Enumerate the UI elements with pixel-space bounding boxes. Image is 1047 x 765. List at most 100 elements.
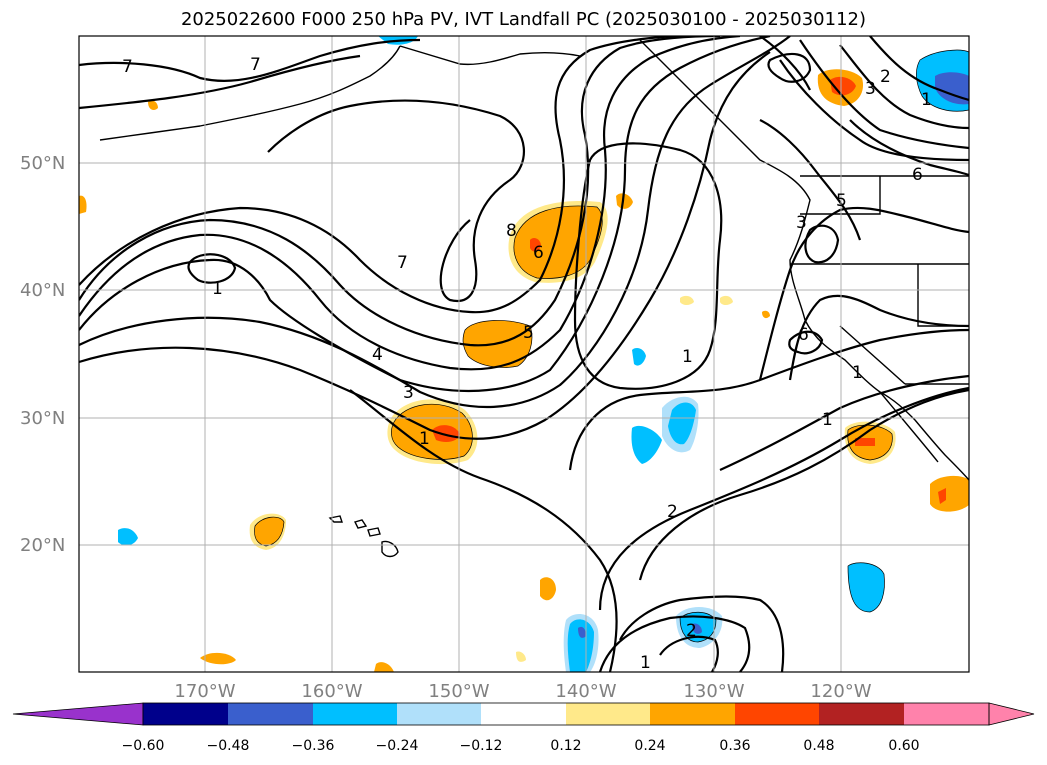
baja-coast <box>879 391 939 463</box>
colorbar-tick-label: 0.60 <box>888 738 919 754</box>
contour-label: 3 <box>865 79 876 99</box>
latitude-labels: 50°N 40°N 30°N 20°N <box>20 153 65 556</box>
anomaly-patch <box>616 193 633 209</box>
contour-label: 1 <box>852 363 863 383</box>
lat-label: 20°N <box>20 535 65 556</box>
pv-contour <box>779 59 969 162</box>
contour-label: 1 <box>822 410 833 430</box>
contour-label: 2 <box>880 67 891 87</box>
contour-label: 6 <box>798 325 809 345</box>
colorbar-segment <box>481 703 566 725</box>
gridlines <box>79 36 969 672</box>
anomaly-patch <box>692 623 702 634</box>
colorbar-tick-label: −0.24 <box>376 738 419 754</box>
bc-coast <box>639 39 811 321</box>
anomaly-patch <box>540 577 556 601</box>
anomaly-patch <box>848 562 885 612</box>
anomaly-patch <box>567 619 594 672</box>
anomaly-patch <box>855 438 875 446</box>
colorbar-extend-min <box>12 702 144 726</box>
colorbar-tick-label: −0.48 <box>207 738 250 754</box>
contour-label: 6 <box>912 165 923 185</box>
coastlines <box>99 39 969 558</box>
anomaly-patch <box>530 237 541 252</box>
lon-label: 160°W <box>301 681 362 702</box>
pv-contour <box>849 119 969 177</box>
contour-label: 1 <box>419 429 430 449</box>
pv-contour <box>349 389 618 672</box>
anomaly-patch <box>516 651 526 662</box>
contour-label: 1 <box>640 653 651 673</box>
hawaii-island <box>367 527 381 537</box>
pv-contour <box>79 54 361 110</box>
hawaii-island <box>328 515 343 523</box>
longitude-labels: 170°W 160°W 150°W 140°W 130°W 120°W <box>174 681 871 702</box>
colorbar-extend-max <box>988 702 1035 726</box>
anomaly-patch <box>930 475 969 512</box>
contour-label: 3 <box>403 383 414 403</box>
pv-contour <box>79 36 771 393</box>
colorbar-tick-label: 0.36 <box>719 738 750 754</box>
colorbar-segment <box>313 703 397 725</box>
lat-label: 40°N <box>20 280 65 301</box>
pv-contours <box>79 36 969 672</box>
pv-contour <box>767 52 812 83</box>
contour-label: 5 <box>523 323 534 343</box>
colorbar-segment <box>735 703 819 725</box>
anomaly-patch <box>578 626 586 638</box>
hawaii-island <box>353 519 368 529</box>
state-border <box>800 176 881 215</box>
contour-label: 2 <box>667 502 678 522</box>
colorbar-tick-label: 0.24 <box>634 738 665 754</box>
colorbar-segment <box>143 703 228 725</box>
anomaly-patch <box>720 295 733 305</box>
colorbar-tick-label: 0.12 <box>550 738 581 754</box>
pv-contour <box>79 36 741 371</box>
colorbar-tick-label: −0.36 <box>292 738 335 754</box>
anomaly-patch <box>762 310 770 319</box>
lon-label: 130°W <box>683 681 744 702</box>
contour-label: 7 <box>250 55 261 75</box>
pv-contour <box>619 595 785 672</box>
pv-contour <box>719 374 969 472</box>
hawaii-island <box>381 540 399 558</box>
colorbar-frame <box>142 702 990 726</box>
anomaly-patch <box>200 652 236 665</box>
pv-contour <box>568 328 969 471</box>
anomaly-patch <box>254 517 284 546</box>
lon-label: 150°W <box>428 681 489 702</box>
contour-label: 3 <box>796 213 807 233</box>
lat-label: 30°N <box>20 408 65 429</box>
state-border <box>917 264 969 327</box>
pv-contour <box>79 36 791 409</box>
pv-contour <box>267 99 525 303</box>
pv-contour <box>804 224 840 264</box>
pv-contour <box>79 38 421 82</box>
lon-label: 170°W <box>174 681 235 702</box>
pv-contour <box>598 615 751 672</box>
pv-contour <box>759 119 862 241</box>
pv-contour <box>638 388 969 581</box>
contour-label: 4 <box>372 345 383 365</box>
pv-contour <box>788 294 969 381</box>
colorbar-tick-label: 0.48 <box>803 738 834 754</box>
anomaly-patch <box>148 100 158 110</box>
alaska-coast <box>399 45 581 66</box>
pv-contour <box>839 44 969 130</box>
anomaly-patch <box>632 348 646 366</box>
pv-contour <box>788 330 824 355</box>
pv-contour <box>869 36 969 102</box>
contour-label: 1 <box>212 279 223 299</box>
anomaly-patch <box>79 195 87 214</box>
contour-label: 8 <box>506 221 517 241</box>
contour-label: 6 <box>533 243 544 263</box>
colorbar-segment <box>397 703 481 725</box>
anomaly-patch <box>118 528 138 546</box>
anomaly-patch <box>631 425 662 464</box>
colorbar-tick-label: −0.60 <box>122 738 165 754</box>
map-frame <box>78 35 970 673</box>
pv-contour <box>187 253 237 284</box>
contour-label: 5 <box>836 191 847 211</box>
anomaly-patch <box>680 295 694 305</box>
chart-title: 2025022600 F000 250 hPa PV, IVT Landfall… <box>180 9 867 30</box>
